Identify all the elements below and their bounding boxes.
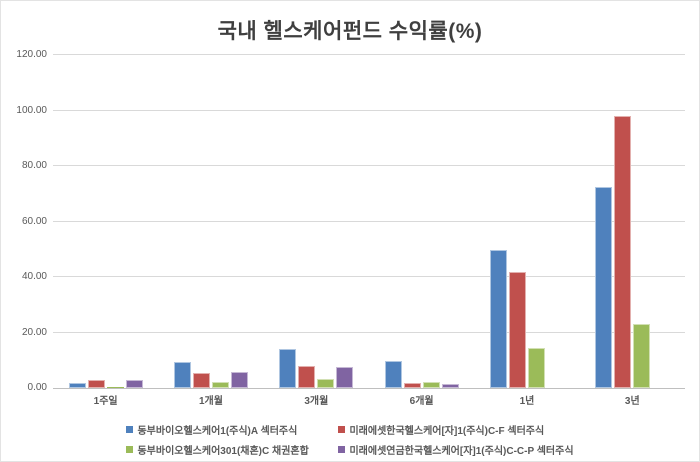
x-axis: 1주일 1개월 3개월 6개월 1년 3년 — [53, 392, 685, 410]
y-tick-label: 40.00 — [21, 271, 47, 282]
legend-item-4: 미래에셋연금한국헬스케어[자]1(주식)C-C-P 섹터주식 — [338, 442, 574, 457]
legend-item-3: 동부바이오헬스케어301(채혼)C 채권혼합 — [126, 442, 338, 457]
bar-group-2 — [158, 55, 263, 388]
bar-s1-c2 — [173, 362, 191, 388]
bar-s4-c4 — [441, 384, 459, 388]
x-tick-label-5: 1년 — [519, 396, 535, 407]
chart-title: 국내 헬스케어펀드 수익률(%) — [217, 20, 483, 43]
bar-s1-c5 — [489, 249, 507, 388]
x-tick-label-3: 3개월 — [304, 396, 329, 407]
bar-s3-c4 — [422, 381, 440, 388]
bar-s1-c6 — [595, 187, 613, 388]
legend-marker-icon — [126, 426, 134, 433]
bar-s4-c2 — [230, 372, 248, 388]
bar-s2-c1 — [87, 379, 105, 388]
bar-group-4 — [369, 55, 474, 388]
bar-s2-c5 — [508, 272, 526, 388]
legend-label: 미래에셋연금한국헬스케어[자]1(주식)C-C-P 섹터주식 — [349, 446, 574, 457]
legend-marker-icon — [126, 446, 134, 453]
bar-s2-c2 — [192, 372, 210, 388]
bar-s4-c1 — [125, 380, 143, 388]
plot-area: 120.00 100.00 80.00 60.00 40.00 20.00 0.00 — [16, 49, 685, 393]
bar-s1-c1 — [68, 382, 86, 388]
legend-marker-icon — [338, 446, 346, 453]
gridline — [53, 54, 685, 55]
legend-marker-icon — [338, 426, 346, 433]
bar-groups — [53, 55, 685, 388]
bar-s3-c5 — [527, 347, 545, 388]
legend-label: 미래에셋한국헬스케어[자]1(주식)C-F 섹터주식 — [349, 426, 545, 437]
bar-group-3 — [264, 55, 369, 388]
gridline — [53, 276, 685, 277]
legend: 동부바이오헬스케어1(주식)A 섹터주식 미래에셋한국헬스케어[자]1(주식)C-… — [1, 422, 699, 457]
y-tick-label: 100.00 — [16, 104, 47, 116]
y-tick-label: 60.00 — [21, 215, 47, 227]
bar-group-6 — [580, 55, 685, 388]
bar-s2-c3 — [298, 365, 316, 388]
bar-s3-c2 — [211, 381, 229, 388]
bar-group-5 — [474, 55, 579, 388]
legend-label: 동부바이오헬스케어301(채혼)C 채권혼합 — [137, 446, 309, 457]
x-tick-label-2: 1개월 — [199, 396, 223, 407]
gridline — [53, 331, 685, 333]
bar-s2-c4 — [403, 383, 421, 388]
gridline — [53, 109, 685, 111]
y-tick-label: 20.00 — [21, 326, 47, 338]
legend-item-2: 미래에셋한국헬스케어[자]1(주식)C-F 섹터주식 — [338, 422, 573, 437]
x-tick-label-1: 1주일 — [93, 396, 118, 407]
gridline — [53, 165, 685, 166]
bar-group-1 — [53, 55, 158, 388]
gridline — [53, 220, 685, 222]
bar-s1-c4 — [384, 361, 402, 388]
bar-s3-c6 — [633, 323, 651, 388]
x-axis-line — [53, 388, 685, 389]
bar-s1-c3 — [279, 349, 297, 388]
bar-s2-c6 — [614, 116, 632, 388]
y-tick-label: 80.00 — [21, 160, 47, 171]
legend-label: 동부바이오헬스케어1(주식)A 섹터주식 — [137, 426, 298, 437]
legend-item-1: 동부바이오헬스케어1(주식)A 섹터주식 — [126, 422, 338, 437]
y-tick-label: 0.00 — [27, 382, 47, 393]
bar-s3-c3 — [317, 378, 335, 388]
x-tick-label-6: 3년 — [624, 396, 640, 407]
bar-s4-c3 — [336, 367, 354, 388]
bar-s3-c1 — [106, 386, 124, 388]
x-tick-label-4: 6개월 — [409, 396, 434, 407]
y-tick-label: 120.00 — [16, 49, 47, 60]
